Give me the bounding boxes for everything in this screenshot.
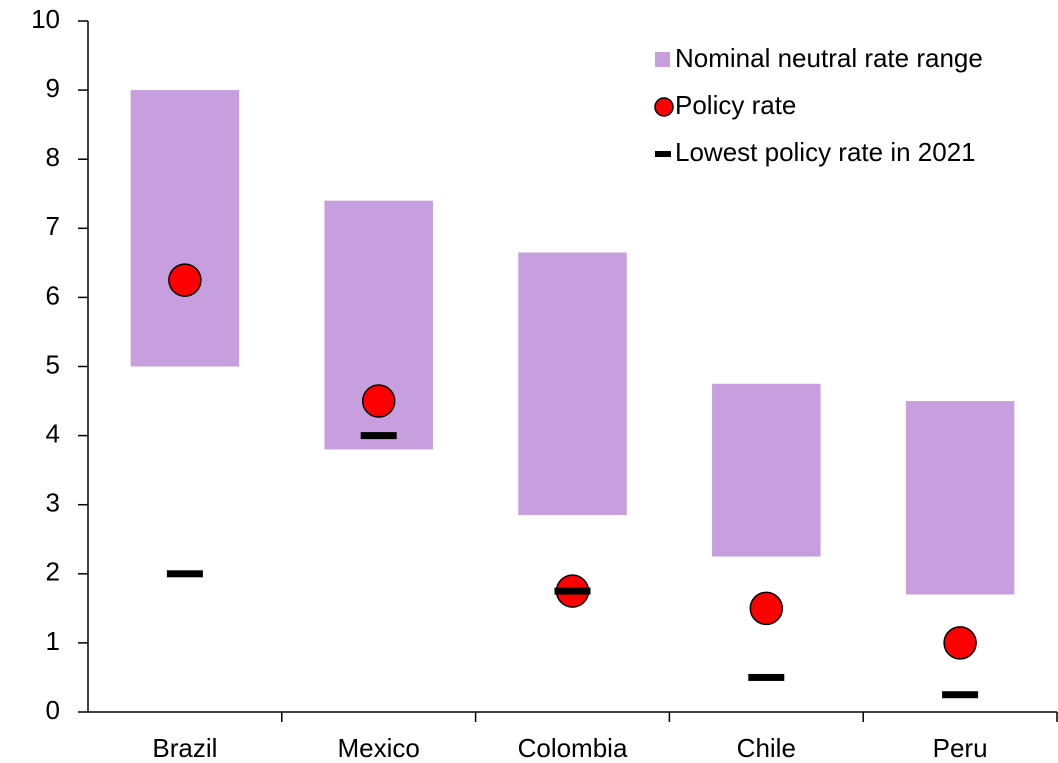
x-tick-label: Chile (737, 733, 796, 763)
dash-mark (554, 587, 591, 595)
range-bar (905, 401, 1015, 595)
legend-swatch (654, 97, 674, 117)
legend-swatch (655, 151, 671, 157)
y-tick-label: 4 (46, 418, 60, 448)
x-tick-label: Colombia (518, 733, 628, 763)
y-tick-label: 3 (46, 488, 60, 518)
policy-dot (361, 384, 396, 418)
dash-mark (166, 570, 203, 578)
legend-label: Nominal neutral rate range (675, 43, 983, 73)
y-tick-label: 7 (46, 211, 60, 241)
range-bar (130, 90, 240, 367)
range-bar (518, 252, 627, 516)
y-tick-label: 5 (46, 349, 60, 379)
x-tick-label: Peru (933, 733, 988, 763)
policy-dot (749, 591, 784, 626)
y-tick-label: 0 (46, 695, 60, 725)
range-bar (712, 383, 821, 557)
dash-mark (748, 673, 785, 681)
y-tick-label: 1 (46, 626, 60, 656)
y-tick-label: 6 (46, 280, 60, 310)
policy-dot (943, 626, 977, 660)
legend-label: Lowest policy rate in 2021 (675, 137, 976, 167)
y-tick-label: 10 (31, 4, 60, 34)
y-tick-label: 8 (46, 142, 60, 172)
y-tick-label: 9 (46, 73, 60, 103)
x-tick-label: Mexico (338, 733, 420, 763)
y-tick-label: 2 (46, 557, 60, 587)
dash-mark (942, 691, 979, 699)
policy-dot (168, 263, 202, 297)
legend-swatch (655, 52, 670, 67)
x-tick-label: Brazil (152, 733, 217, 763)
legend-label: Policy rate (675, 90, 796, 120)
dash-mark (360, 432, 397, 440)
